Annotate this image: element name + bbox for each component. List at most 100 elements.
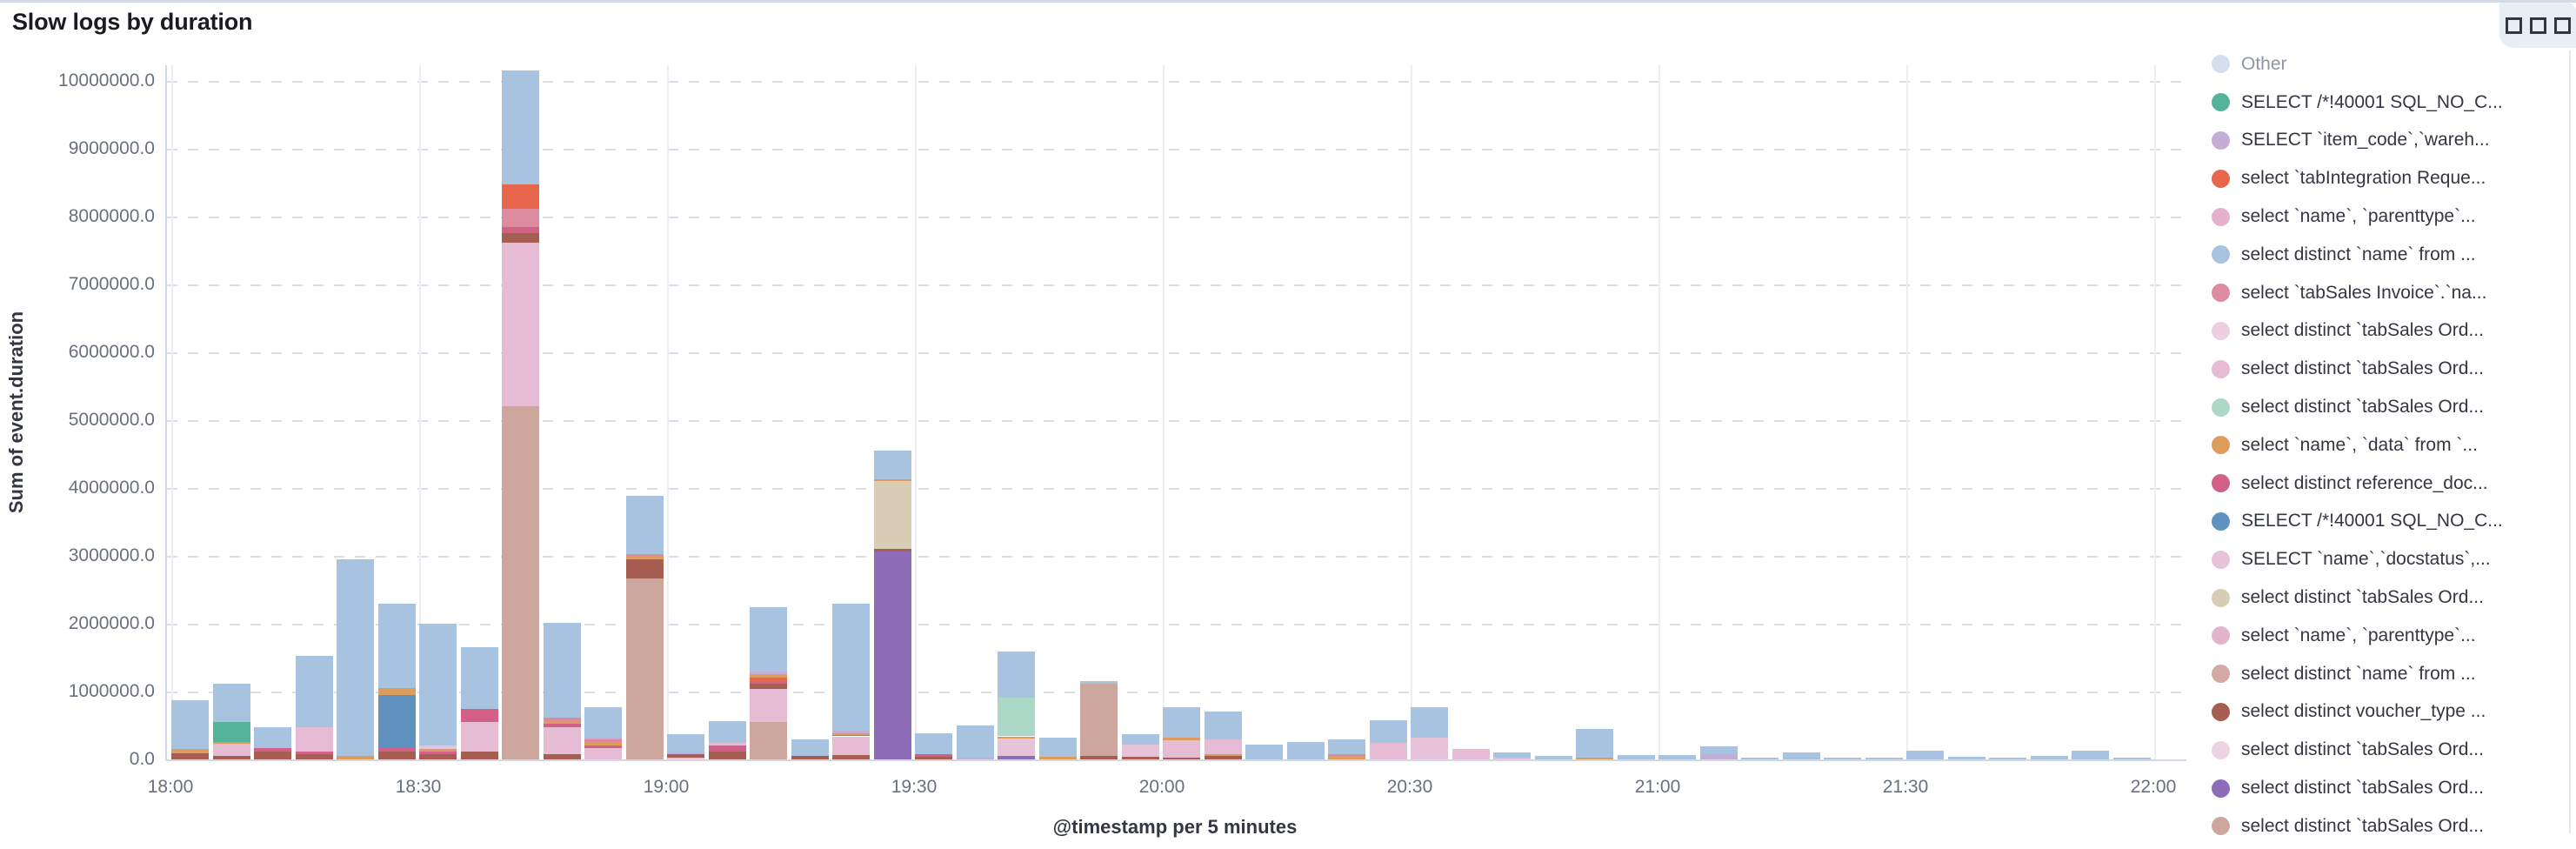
bar-segment[interactable] [1038,756,1077,759]
bar-segment[interactable] [915,733,952,754]
bar-segment[interactable] [1121,734,1159,745]
bar-segment[interactable] [377,603,416,689]
bar-segment[interactable] [212,741,250,745]
bar-segment[interactable] [998,652,1035,699]
bar-segment[interactable] [254,727,291,748]
bar-segment[interactable] [625,578,664,759]
bar-segment[interactable] [1658,755,1696,759]
bar-segment[interactable] [584,739,622,744]
bar-segment[interactable] [1328,756,1365,759]
legend-item[interactable]: select `name`, `data` from `... [2212,426,2568,465]
bar-segment[interactable] [667,757,704,759]
bar-segment[interactable] [337,756,374,759]
bar-segment[interactable] [708,742,746,746]
legend-item[interactable]: select distinct `name` from ... [2212,236,2568,274]
bar-segment[interactable] [460,709,498,723]
bar-segment[interactable] [667,753,704,758]
bar-segment[interactable] [1576,757,1613,759]
legend-item[interactable]: select `tabIntegration Reque... [2212,159,2568,197]
bar-segment[interactable] [254,751,291,759]
bar-segment[interactable] [750,678,787,681]
bar-segment[interactable] [584,743,622,746]
bar-segment[interactable] [998,736,1035,739]
bar-segment[interactable] [295,751,333,754]
bar-segment[interactable] [998,756,1035,759]
bar-segment[interactable] [1534,756,1572,759]
bar-segment[interactable] [1328,753,1365,757]
bar-segment[interactable] [2030,756,2068,759]
legend-item[interactable]: SELECT /*!40001 SQL_NO_C... [2212,84,2568,122]
bar-segment[interactable] [1038,738,1077,757]
bar-segment[interactable] [832,732,870,735]
bar-segment[interactable] [1493,752,1531,758]
bar-segment[interactable] [502,226,539,233]
bar-segment[interactable] [832,736,870,755]
bar-segment[interactable] [915,756,952,759]
bar-segment[interactable] [212,744,250,757]
bar-segment[interactable] [1080,681,1118,684]
bar-segment[interactable] [1782,752,1820,759]
legend-item[interactable]: Other [2212,45,2568,84]
panel-options-button[interactable] [2499,3,2576,48]
bar-segment[interactable] [1163,757,1200,759]
bar-segment[interactable] [377,751,416,759]
bar-segment[interactable] [460,722,498,752]
bar-segment[interactable] [1906,750,1944,759]
bar-segment[interactable] [502,405,539,759]
bar-segment[interactable] [460,751,498,759]
bar-segment[interactable] [171,752,209,759]
bar-segment[interactable] [1121,744,1159,757]
bar-segment[interactable] [584,738,622,740]
bar-segment[interactable] [625,558,664,578]
legend-item[interactable]: SELECT `name`,`docstatus`,... [2212,540,2568,578]
bar-segment[interactable] [832,731,870,733]
bar-segment[interactable] [956,725,994,758]
bar-segment[interactable] [667,752,704,754]
bar-segment[interactable] [1204,753,1242,757]
bar-segment[interactable] [1411,738,1448,759]
bar-segment[interactable] [419,752,457,754]
bar-segment[interactable] [708,751,746,759]
legend-item[interactable]: select distinct `tabSales Ord... [2212,769,2568,807]
bar-segment[interactable] [625,553,664,557]
bar-segment[interactable] [956,757,994,759]
bar-segment[interactable] [1576,728,1613,758]
bar-segment[interactable] [295,727,333,752]
bar-segment[interactable] [708,720,746,743]
bar-segment[interactable] [1369,719,1407,743]
bar-segment[interactable] [254,747,291,752]
bar-segment[interactable] [584,745,622,748]
bar-segment[interactable] [1121,756,1159,759]
bar-segment[interactable] [1617,755,1655,759]
bar-segment[interactable] [832,754,870,759]
bar-segment[interactable] [295,753,333,759]
bar-segment[interactable] [171,749,209,753]
bar-segment[interactable] [1204,712,1242,739]
bar-segment[interactable] [873,549,911,552]
legend-item[interactable]: select distinct reference_doc... [2212,465,2568,503]
bar-segment[interactable] [543,720,581,725]
legend-item[interactable]: select distinct `tabSales Ord... [2212,312,2568,351]
bar-segment[interactable] [750,607,787,672]
bar-segment[interactable] [212,756,250,759]
bar-segment[interactable] [419,624,457,746]
legend-item[interactable]: select distinct `tabSales Ord... [2212,807,2568,846]
bar-segment[interactable] [1286,741,1325,759]
bar-segment[interactable] [295,656,333,728]
bar-segment[interactable] [2112,758,2151,759]
bar-segment[interactable] [377,694,416,748]
bar-segment[interactable] [584,706,622,739]
bar-segment[interactable] [1452,749,1490,759]
bar-segment[interactable] [1411,706,1448,739]
bar-segment[interactable] [832,734,870,737]
legend-item[interactable]: select distinct `tabSales Ord... [2212,388,2568,426]
bar-segment[interactable] [750,680,787,684]
bar-segment[interactable] [1493,757,1531,759]
legend-item[interactable]: select `name`, `parenttype`... [2212,617,2568,655]
bar-segment[interactable] [873,552,911,759]
bar-segment[interactable] [543,753,581,759]
bar-segment[interactable] [377,747,416,752]
bar-segment[interactable] [1699,746,1738,754]
bar-segment[interactable] [625,496,664,554]
legend-item[interactable]: select `tabSales Invoice`.`na... [2212,274,2568,312]
